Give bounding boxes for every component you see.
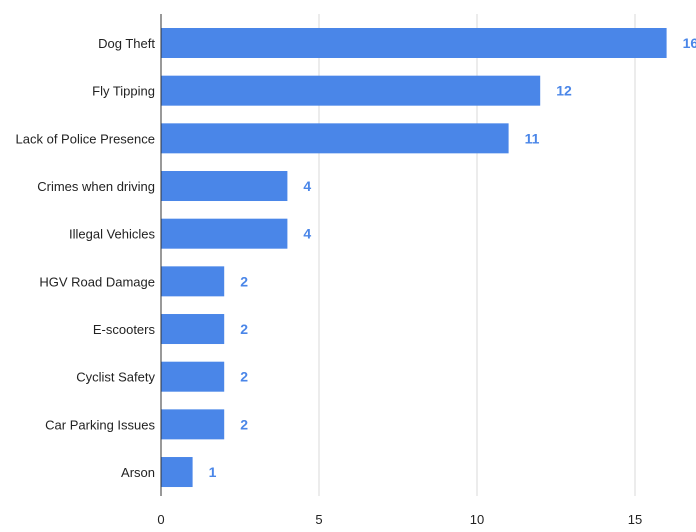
x-axis-ticks: 0 5 10 15	[157, 512, 642, 527]
category-label-6: E-scooters	[93, 322, 156, 337]
data-label-1: 12	[556, 83, 572, 99]
bar-5	[161, 266, 225, 297]
category-label-0: Dog Theft	[98, 36, 155, 51]
data-label-9: 1	[209, 464, 217, 480]
x-tick-label-10: 10	[470, 512, 484, 527]
x-tick-label-0: 0	[157, 512, 164, 527]
bar-4	[161, 218, 288, 249]
data-label-2: 11	[525, 130, 540, 146]
bar-7	[161, 361, 225, 392]
category-label-7: Cyclist Safety	[76, 370, 155, 385]
category-label-4: Illegal Vehicles	[69, 227, 155, 242]
category-labels: Dog Theft Fly Tipping Lack of Police Prese…	[16, 36, 156, 480]
bar-0	[161, 28, 667, 58]
bar-1	[161, 75, 541, 106]
category-label-9: Arson	[121, 465, 155, 480]
data-label-5: 2	[240, 273, 248, 289]
bar-2	[161, 123, 509, 154]
data-labels: 16 12 11 4 4 2 2 2 2 1	[209, 35, 696, 480]
category-label-1: Fly Tipping	[92, 84, 155, 99]
x-tick-label-15: 15	[628, 512, 642, 527]
category-label-3: Crimes when driving	[37, 179, 155, 194]
data-label-7: 2	[240, 369, 248, 385]
data-label-0: 16	[683, 35, 696, 51]
data-label-6: 2	[240, 321, 248, 337]
bar-8	[161, 409, 225, 440]
bars	[161, 28, 667, 488]
category-label-5: HGV Road Damage	[39, 274, 155, 289]
data-label-3: 4	[303, 178, 311, 194]
data-label-8: 2	[240, 416, 248, 432]
bar-9	[161, 457, 193, 488]
x-tick-label-5: 5	[315, 512, 322, 527]
category-label-8: Car Parking Issues	[45, 417, 155, 432]
category-label-2: Lack of Police Presence	[16, 131, 155, 146]
bar-3	[161, 171, 288, 202]
bar-6	[161, 314, 225, 345]
data-label-4: 4	[303, 226, 311, 242]
